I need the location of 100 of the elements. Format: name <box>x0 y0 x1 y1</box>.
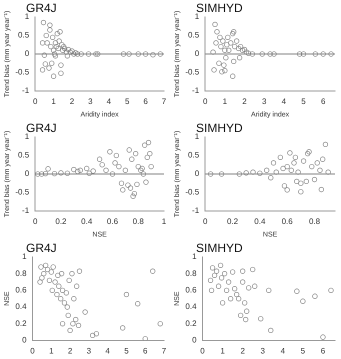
point <box>274 170 279 175</box>
point <box>69 48 75 54</box>
x-tick-label: 5 <box>124 97 130 106</box>
point <box>82 309 88 315</box>
point <box>224 288 230 294</box>
point <box>144 154 150 160</box>
y-tick-label: 0.8 <box>15 268 28 278</box>
point <box>268 175 274 180</box>
point <box>52 40 58 46</box>
point <box>42 52 48 58</box>
x-tick-label: 6 <box>143 97 148 106</box>
point <box>317 168 323 173</box>
point <box>54 44 59 50</box>
y-tick-label: 0 <box>22 336 28 345</box>
y-tick-label: 0.5 <box>188 150 200 160</box>
point <box>136 51 141 57</box>
point <box>282 183 288 188</box>
point <box>280 166 286 172</box>
point <box>64 170 70 176</box>
x-tick-label: 0.4 <box>81 217 93 226</box>
point <box>86 170 92 176</box>
y-tick-label: 1 <box>22 252 28 262</box>
point <box>238 44 244 50</box>
point <box>138 168 144 173</box>
point <box>58 62 64 68</box>
point <box>226 279 232 285</box>
y-tick-label: 0 <box>192 336 198 345</box>
point <box>48 44 54 50</box>
point <box>230 31 236 36</box>
x-tick-label: 0 <box>32 97 38 106</box>
point <box>35 171 40 177</box>
point <box>120 51 126 57</box>
point <box>216 284 222 289</box>
point <box>208 171 214 177</box>
y-tick-label: -0.5 <box>185 188 200 197</box>
point <box>150 268 156 274</box>
point <box>142 51 148 57</box>
point <box>76 322 82 328</box>
point <box>228 296 234 302</box>
point <box>50 48 56 53</box>
point <box>222 48 228 53</box>
x-tick-label: 7 <box>162 346 167 356</box>
x-tick-label: 4 <box>106 97 112 106</box>
point <box>43 262 48 268</box>
point <box>90 168 96 174</box>
point <box>220 300 226 306</box>
point <box>312 294 318 299</box>
point <box>112 160 118 166</box>
point <box>236 171 242 177</box>
point <box>218 262 224 268</box>
x-tick-label: 0.6 <box>106 217 119 226</box>
point <box>64 53 70 58</box>
x-tick-label: 5 <box>300 346 306 356</box>
point <box>298 180 304 186</box>
point <box>213 40 219 46</box>
point <box>142 142 148 148</box>
y-tick-label: -1 <box>192 206 200 216</box>
y-tick-label: 0.4 <box>185 302 198 312</box>
point <box>230 269 236 275</box>
point <box>220 38 226 44</box>
x-tick-label: 3 <box>88 97 94 106</box>
point <box>212 272 218 278</box>
point <box>150 52 156 58</box>
point <box>147 151 152 156</box>
y-tick-label: 0 <box>194 169 200 178</box>
point <box>226 48 232 53</box>
point <box>42 170 48 176</box>
point <box>208 278 214 283</box>
point <box>244 170 249 176</box>
point <box>300 298 306 304</box>
point <box>52 170 58 176</box>
point <box>318 186 324 192</box>
x-tick-label: 0.6 <box>282 217 294 226</box>
point <box>232 286 238 292</box>
point <box>146 140 152 146</box>
chart-title: GR4J <box>26 1 57 15</box>
point <box>54 292 60 298</box>
x-tick-label: 1 <box>162 217 167 226</box>
point <box>328 51 334 57</box>
point <box>305 151 310 156</box>
point <box>74 284 80 289</box>
point <box>73 316 78 322</box>
point <box>234 292 240 298</box>
point <box>90 332 96 338</box>
y-tick-label: -0.5 <box>15 68 30 77</box>
x-tick-label: 4 <box>280 346 286 356</box>
point <box>244 308 250 314</box>
point <box>236 46 242 52</box>
point <box>326 170 331 175</box>
point <box>222 271 228 276</box>
point <box>309 164 314 170</box>
point <box>267 51 273 57</box>
point <box>60 321 66 326</box>
point <box>120 187 126 193</box>
point <box>124 292 130 298</box>
point <box>56 46 61 52</box>
point <box>40 20 46 26</box>
point <box>320 156 326 162</box>
point <box>50 34 56 40</box>
point <box>118 180 124 186</box>
